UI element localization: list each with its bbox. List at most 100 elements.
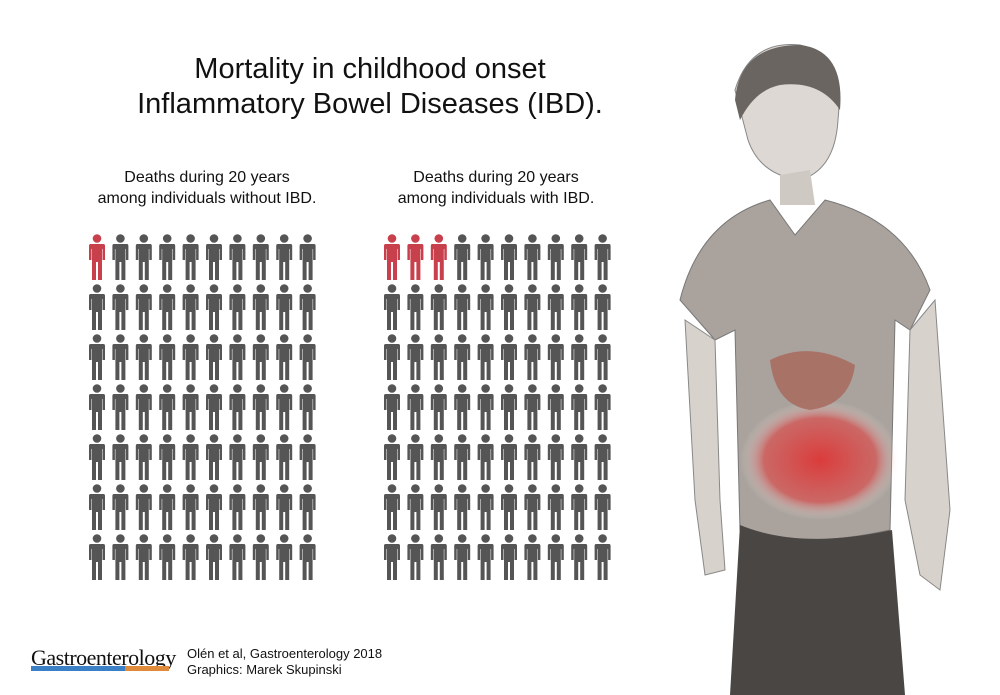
person-icon	[454, 384, 471, 430]
person-icon	[430, 434, 447, 480]
right-title-line-2: among individuals with IBD.	[397, 190, 595, 207]
person-icon	[547, 534, 564, 580]
person-icon	[276, 484, 293, 530]
left-chart-title: Deaths during 20 years among individuals…	[57, 167, 357, 209]
person-icon	[159, 534, 176, 580]
person-icon	[454, 534, 471, 580]
person-icon	[430, 334, 447, 380]
person-icon	[252, 434, 269, 480]
person-icon	[229, 484, 246, 530]
person-icon	[594, 484, 611, 530]
person-icon	[571, 534, 588, 580]
person-icon-death	[89, 234, 105, 280]
person-icon	[276, 284, 293, 330]
person-icon	[135, 484, 152, 530]
person-icon	[430, 484, 447, 530]
person-icon	[299, 284, 316, 330]
person-icon	[454, 234, 471, 280]
person-icon	[135, 284, 152, 330]
person-icon	[430, 384, 447, 430]
person-icon	[547, 234, 564, 280]
person-icon	[112, 534, 129, 580]
person-icon	[524, 384, 541, 430]
logo-bar	[31, 666, 169, 671]
person-icon	[206, 234, 222, 280]
person-icon	[594, 284, 611, 330]
person-icon	[135, 334, 152, 380]
person-icon	[89, 284, 105, 330]
person-icon	[501, 234, 517, 280]
person-icon	[547, 434, 564, 480]
person-icon	[206, 384, 222, 430]
person-icon	[571, 484, 588, 530]
person-icon	[407, 334, 424, 380]
person-icon	[454, 284, 471, 330]
person-icon	[384, 284, 400, 330]
person-icon-death	[430, 234, 447, 280]
left-title-line-2: among individuals without IBD.	[97, 190, 317, 207]
person-icon	[252, 234, 269, 280]
person-icon	[571, 234, 588, 280]
person-icon	[477, 484, 494, 530]
person-icon	[477, 534, 494, 580]
person-icon	[182, 384, 199, 430]
person-icon	[112, 434, 129, 480]
title-line-2: Inflammatory Bowel Diseases (IBD).	[137, 88, 603, 120]
person-icon	[407, 484, 424, 530]
right-title-line-1: Deaths during 20 years	[413, 169, 579, 186]
pictogram-without-ibd	[89, 234, 316, 580]
person-icon	[299, 234, 316, 280]
person-icon	[252, 334, 269, 380]
graphics-credit: Graphics: Marek Skupinski	[187, 662, 342, 677]
person-icon	[407, 434, 424, 480]
person-icon	[276, 434, 293, 480]
person-icon	[252, 384, 269, 430]
person-icon	[182, 534, 199, 580]
person-icon-death	[407, 234, 424, 280]
person-icon	[384, 434, 400, 480]
person-icon	[571, 384, 588, 430]
person-icon	[594, 434, 611, 480]
person-icon	[477, 234, 494, 280]
person-icon	[89, 484, 105, 530]
person-icon	[501, 334, 517, 380]
person-icon	[206, 534, 222, 580]
person-icon	[159, 434, 176, 480]
person-icon	[252, 484, 269, 530]
person-icon	[112, 384, 129, 430]
person-icon	[89, 334, 105, 380]
left-title-line-1: Deaths during 20 years	[124, 169, 290, 186]
person-icon	[299, 484, 316, 530]
intestines-icon	[740, 400, 900, 520]
person-icon	[182, 434, 199, 480]
person-icon	[276, 234, 293, 280]
person-icon	[89, 434, 105, 480]
citation: Olén et al, Gastroenterology 2018	[187, 646, 383, 661]
title-line-1: Mortality in childhood onset	[194, 53, 546, 85]
person-icon	[477, 384, 494, 430]
person-icon	[112, 284, 129, 330]
person-icon	[182, 334, 199, 380]
person-icon	[384, 484, 400, 530]
person-icon	[159, 484, 176, 530]
person-icon	[524, 434, 541, 480]
person-icon	[594, 534, 611, 580]
person-icon	[159, 284, 176, 330]
person-icon	[594, 384, 611, 430]
person-icon	[547, 484, 564, 530]
person-icon	[547, 334, 564, 380]
person-icon	[524, 334, 541, 380]
person-icon	[524, 234, 541, 280]
person-icon	[159, 334, 176, 380]
person-icon	[299, 534, 316, 580]
person-icon	[206, 484, 222, 530]
person-icon	[594, 234, 611, 280]
liver-icon	[770, 351, 855, 410]
person-icon	[594, 334, 611, 380]
pictogram-with-ibd	[384, 234, 611, 580]
person-icon	[547, 384, 564, 430]
person-icon	[229, 534, 246, 580]
person-icon	[407, 384, 424, 430]
person-icon	[407, 284, 424, 330]
